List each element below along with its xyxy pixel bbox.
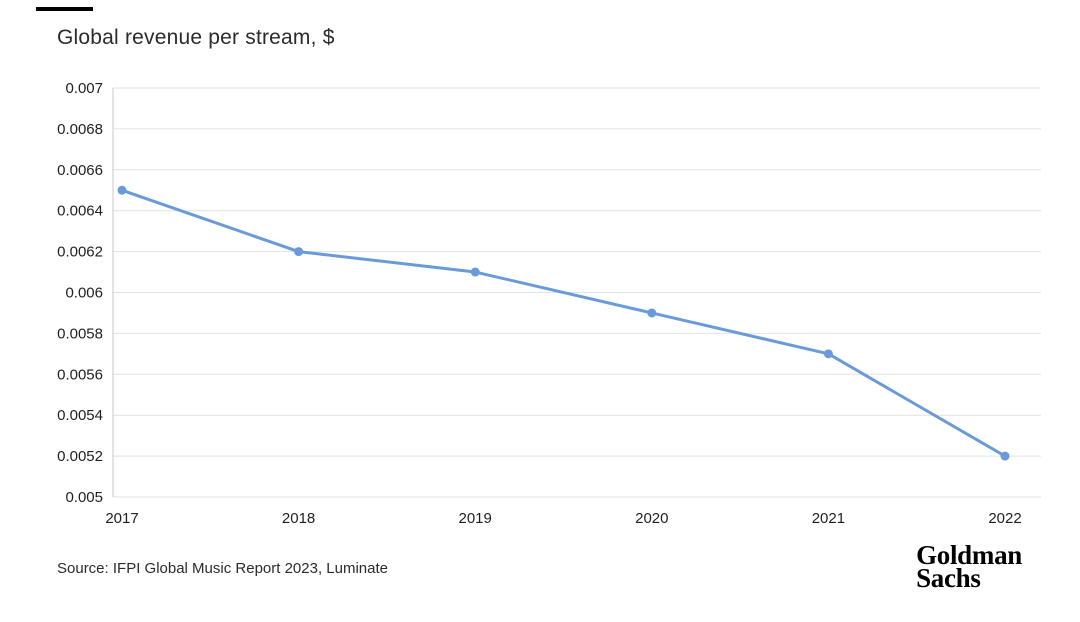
y-tick-label: 0.0058 [57, 325, 103, 342]
data-line [120, 188, 1007, 458]
y-tick-label: 0.0052 [57, 448, 103, 465]
x-tick-label: 2020 [635, 510, 668, 527]
x-tick-label: 2017 [105, 510, 138, 527]
x-tick-label: 2019 [459, 510, 492, 527]
top-accent-bar [36, 7, 93, 11]
x-tick-label: 2018 [282, 510, 315, 527]
y-tick-label: 0.0056 [57, 366, 103, 383]
data-point [823, 349, 833, 359]
line-chart-svg: 0.005 0.0052 0.0054 0.0056 0.0058 0.006 0.0062… [57, 80, 1041, 527]
y-tick-label: 0.0066 [57, 162, 103, 179]
goldman-sachs-logo: Goldman Sachs [916, 540, 1022, 593]
data-point [647, 308, 657, 318]
x-tick-label: 2021 [812, 510, 845, 527]
y-tick-label: 0.005 [65, 489, 103, 506]
y-tick-label: 0.007 [65, 80, 103, 97]
data-point [1000, 451, 1010, 461]
goldman-sachs-logo-line2: Sachs [916, 562, 981, 593]
data-point [117, 185, 127, 195]
y-tick-label: 0.006 [65, 285, 103, 302]
y-tick-label: 0.0054 [57, 407, 103, 424]
y-tick-label: 0.0068 [57, 121, 103, 138]
source-note: Source: IFPI Global Music Report 2023, L… [57, 560, 388, 577]
chart-title: Global revenue per stream, $ [57, 26, 335, 49]
goldman-sachs-logo-line1: Goldman [916, 540, 1022, 570]
data-point [470, 267, 480, 277]
y-tick-label: 0.0064 [57, 203, 103, 220]
y-tick-label: 0.0062 [57, 244, 103, 261]
x-tick-label: 2022 [988, 510, 1021, 527]
data-point [294, 247, 304, 257]
